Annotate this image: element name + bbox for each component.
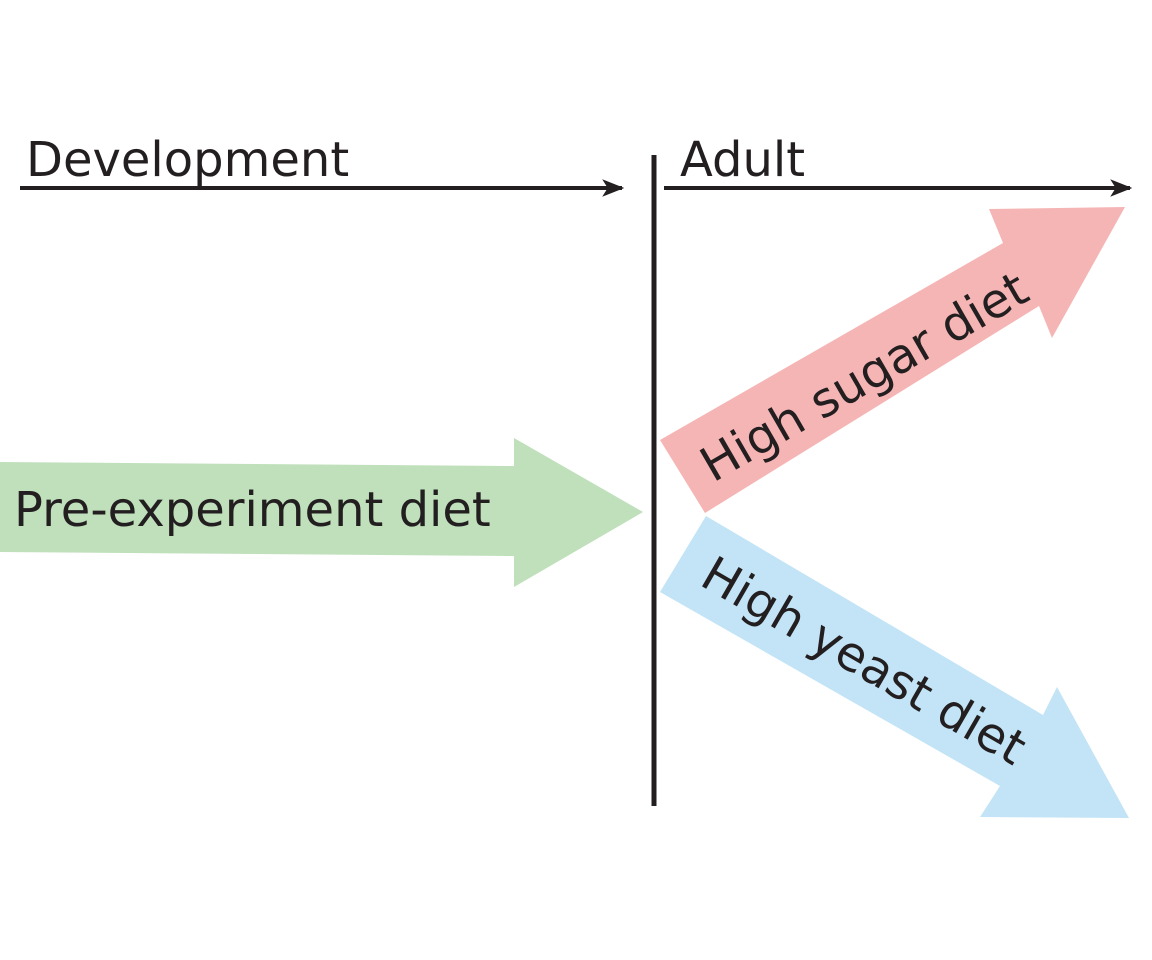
high-yeast-diet-arrow xyxy=(660,516,1129,818)
pre-experiment-diet-arrow xyxy=(0,438,643,587)
high-yeast-diet-label: High yeast diet xyxy=(692,546,1035,777)
high-sugar-diet-label: High sugar diet xyxy=(691,261,1038,494)
adult-label: Adult xyxy=(680,132,805,188)
high-sugar-diet-arrow xyxy=(660,207,1125,513)
pre-experiment-diet-label: Pre-experiment diet xyxy=(14,482,491,538)
development-label: Development xyxy=(26,132,349,188)
